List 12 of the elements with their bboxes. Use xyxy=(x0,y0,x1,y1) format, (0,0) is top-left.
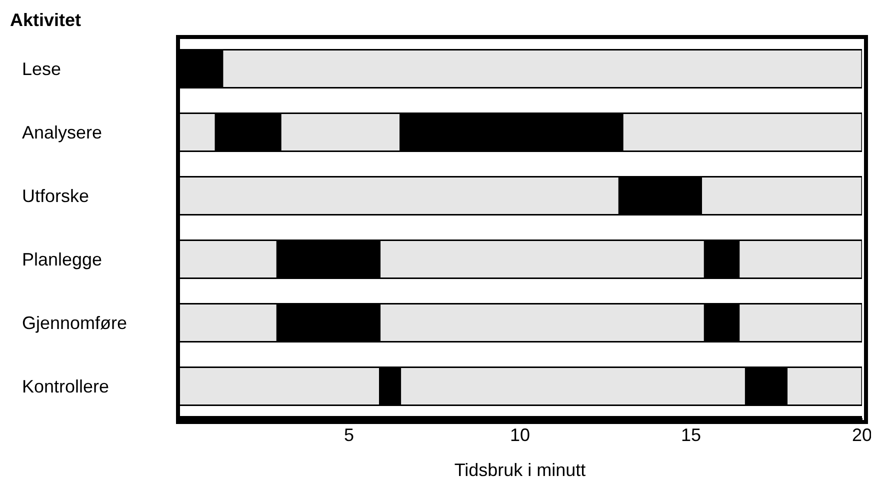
y-tick-label: Analysere xyxy=(22,122,102,143)
x-tick-label: 5 xyxy=(344,424,354,445)
y-tick-label: Gjennomføre xyxy=(22,313,128,334)
y-tick-label: Utforske xyxy=(22,186,90,206)
y-tick-label: Planlegge xyxy=(22,250,102,270)
y-axis-title: Aktivitet xyxy=(10,10,82,31)
x-tick-label: 15 xyxy=(680,424,702,445)
x-tick-label: 10 xyxy=(510,424,530,445)
y-tick-label: Kontrollere xyxy=(22,376,110,397)
x-tick-label: 20 xyxy=(852,424,872,445)
x-axis-title: Tidsbruk i minutt xyxy=(454,460,586,480)
y-tick-label: Lese xyxy=(22,59,62,80)
